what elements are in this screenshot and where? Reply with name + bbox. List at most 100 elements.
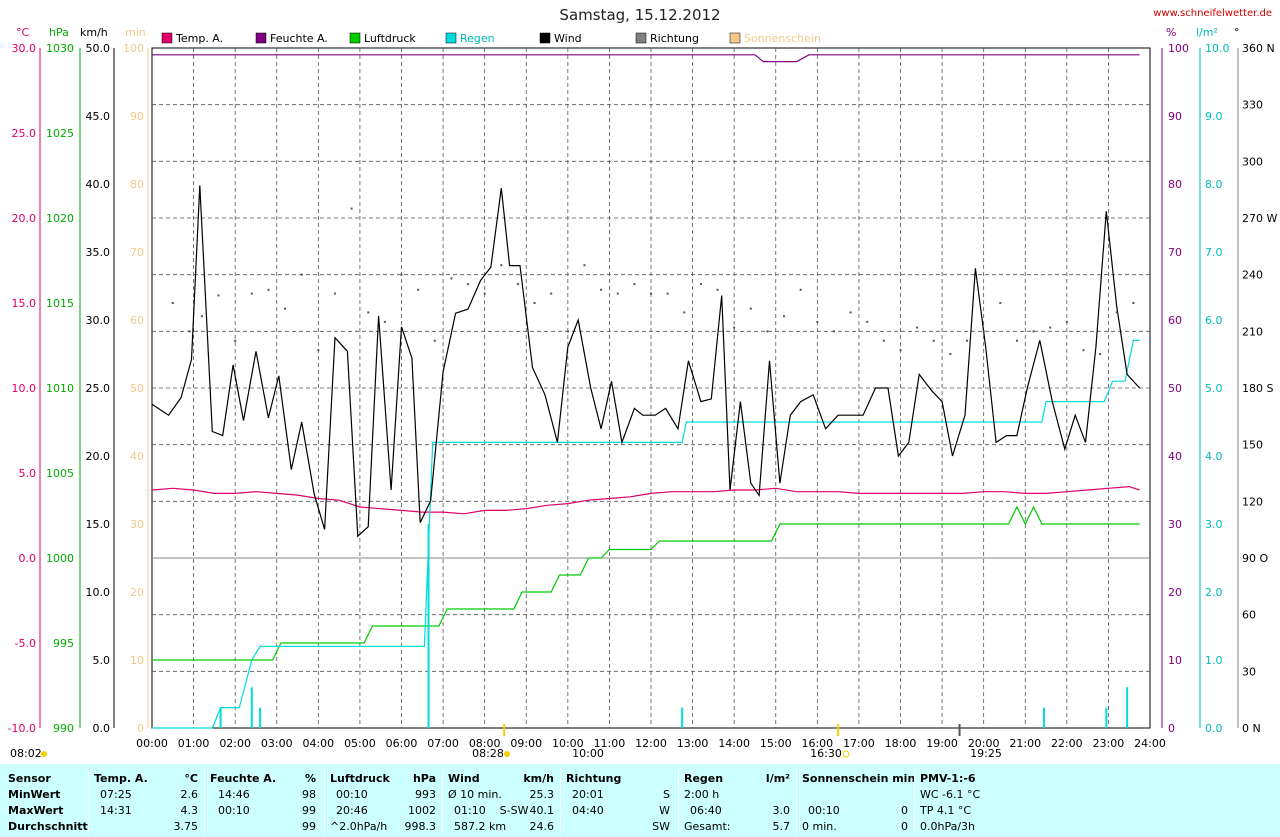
direction-point <box>333 292 336 295</box>
direction-point <box>583 264 586 267</box>
pressure-tick: 1005 <box>46 467 74 480</box>
stats-header-temp: Temp. A. <box>94 772 148 785</box>
stats-dir-max-value: W <box>659 804 670 817</box>
stats-rain-max-value: 3.0 <box>772 804 791 817</box>
direction-point <box>1015 339 1018 342</box>
direction-point <box>483 292 486 295</box>
stats-dir-avg-value: SW <box>652 820 670 833</box>
direction-point <box>217 294 220 297</box>
stats-temp-min-time: 07:25 <box>100 788 132 801</box>
direction-tick: 180 S <box>1242 382 1273 395</box>
temp-tick: 5.0 <box>19 467 37 480</box>
sun-tick: 100 <box>123 42 144 55</box>
sun-icon <box>842 750 850 758</box>
time-tick: 19:00 <box>926 737 958 750</box>
direction-point <box>566 330 569 333</box>
wind-tick: 20.0 <box>86 450 111 463</box>
sun-icon <box>504 751 510 757</box>
time-tick: 13:00 <box>677 737 709 750</box>
direction-point <box>267 288 270 291</box>
direction-point <box>699 283 702 286</box>
stats-press-avg-value: 998.3 <box>404 820 437 833</box>
stats-row-avg-label: Durchschnitt <box>8 820 88 833</box>
direction-point <box>1115 311 1118 314</box>
direction-point <box>1082 349 1085 352</box>
wind-tick: 0.0 <box>93 722 111 735</box>
chart-title: Samstag, 15.12.2012 <box>559 6 720 24</box>
humidity-tick: 30 <box>1168 518 1182 531</box>
legend-label: Luftdruck <box>364 32 416 45</box>
humidity-tick: 20 <box>1168 586 1182 599</box>
sunrise-label: 08:02 <box>10 747 42 760</box>
direction-point <box>533 302 536 304</box>
direction-point <box>367 311 370 314</box>
time-tick: 00:00 <box>136 737 168 750</box>
temp-tick: -10.0 <box>8 722 36 735</box>
pressure-tick: 995 <box>53 637 74 650</box>
temp-tick: 0.0 <box>19 552 37 565</box>
legend-swatch <box>349 32 361 44</box>
direction-point <box>816 320 819 323</box>
time-tick: 01:00 <box>178 737 210 750</box>
direction-point <box>616 292 619 295</box>
direction-point <box>600 288 603 291</box>
stats-hum-avg-value: 99 <box>302 820 316 833</box>
direction-tick: 150 <box>1242 439 1263 452</box>
direction-point <box>866 320 869 323</box>
time-tick: 05:00 <box>344 737 376 750</box>
pressure-line <box>152 505 1140 661</box>
direction-tick: 270 W <box>1242 212 1277 225</box>
humidity-tick: 70 <box>1168 246 1182 259</box>
direction-tick: 240 <box>1242 269 1263 282</box>
pressure-tick: 1025 <box>46 127 74 140</box>
time-tick: 03:00 <box>261 737 293 750</box>
stats-sun-max-value: 0 <box>901 804 908 817</box>
temp-tick: 25.0 <box>12 127 37 140</box>
stats-rain-total-value: 5.7 <box>772 820 791 833</box>
temp-tick: 20.0 <box>12 212 37 225</box>
time-tick: 07:00 <box>427 737 459 750</box>
direction-point <box>284 307 287 310</box>
sun-tick: 60 <box>130 314 144 327</box>
unit-pressure: hPa <box>49 26 69 39</box>
stats-divider <box>204 768 205 834</box>
direction-point <box>250 292 253 295</box>
temp-tick: 15.0 <box>12 297 37 310</box>
unit-direction: ° <box>1234 26 1240 39</box>
stats-press-trend: ^2.0hPa/h <box>330 820 388 833</box>
legend-swatch <box>729 32 741 44</box>
direction-point <box>550 292 553 295</box>
humidity-tick: 40 <box>1168 450 1182 463</box>
stats-wind-max-time: 01:10 S-SW <box>454 804 529 817</box>
pressure-tick: 1000 <box>46 552 74 565</box>
stats-press-min-value: 993 <box>415 788 436 801</box>
direction-point <box>749 307 752 310</box>
stats-dir-min-value: S <box>663 788 670 801</box>
time-tick: 17:00 <box>843 737 875 750</box>
rain-tick: 3.0 <box>1205 518 1223 531</box>
direction-point <box>783 315 786 318</box>
rain-tick: 6.0 <box>1205 314 1223 327</box>
stats-temp-max-value: 4.3 <box>180 804 199 817</box>
time-tick: 11:00 <box>594 737 626 750</box>
time-tick: 20:00 <box>968 737 1000 750</box>
sunset-label: 19:25 <box>970 747 1002 760</box>
sun-tick: 90 <box>130 110 144 123</box>
direction-point <box>1049 326 1052 329</box>
stats-rain-duration: 2:00 h <box>684 788 720 801</box>
direction-point <box>1099 353 1102 355</box>
time-tick: 23:00 <box>1093 737 1125 750</box>
temp-tick: -5.0 <box>15 637 36 650</box>
direction-point <box>982 330 985 333</box>
direction-point <box>949 353 952 355</box>
stats-divider <box>796 768 797 834</box>
direction-point <box>433 339 436 342</box>
pressure-tick: 1015 <box>46 297 74 310</box>
rain-tick: 5.0 <box>1205 382 1223 395</box>
legend-label: Sonnenschein <box>744 32 821 45</box>
pressure-tick: 1010 <box>46 382 74 395</box>
stats-col-humidity: Feuchte A. % 14:46 98 00:10 99 99 <box>210 764 320 837</box>
wind-tick: 40.0 <box>86 178 111 191</box>
stats-col-temp: Temp. A. °C 07:25 2.6 14:31 4.3 3.75 <box>94 764 202 837</box>
legend-label: Wind <box>554 32 582 45</box>
